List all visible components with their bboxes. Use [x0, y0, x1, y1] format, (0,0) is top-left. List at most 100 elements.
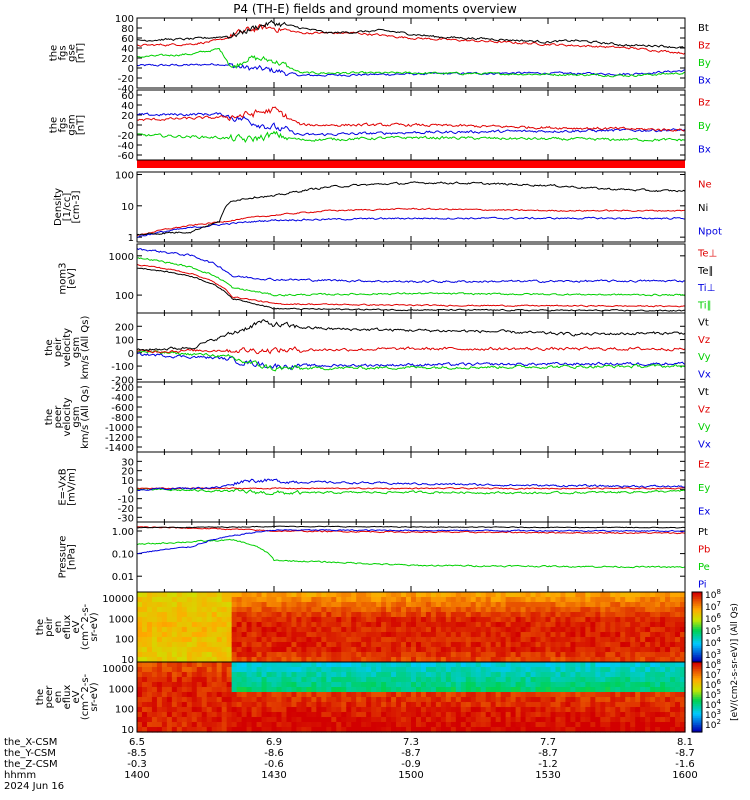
spec-cell [450, 642, 457, 648]
spec-cell [241, 607, 248, 613]
spec-cell [420, 642, 427, 648]
spec-cell [635, 672, 641, 678]
spec-cell [231, 652, 238, 658]
spec-cell [386, 632, 392, 638]
spec-cell [550, 622, 557, 628]
spec-cell [570, 632, 576, 638]
spec-cell [620, 702, 626, 708]
spec-cell [510, 627, 517, 633]
spec-cell [171, 667, 178, 673]
spec-cell [590, 687, 596, 693]
spec-cell [196, 627, 203, 633]
spec-cell [146, 687, 153, 693]
spec-cell [545, 592, 552, 598]
spec-cell [216, 657, 223, 663]
spec-cell [470, 637, 477, 643]
spec-cell [510, 662, 517, 668]
spec-cell [331, 642, 337, 648]
series-by [136, 47, 686, 78]
spec-cell [366, 637, 372, 643]
spec-cell [560, 612, 567, 618]
ylabel-line: sr-eV) [89, 612, 100, 641]
spec-cell [161, 677, 168, 683]
spec-cell [161, 602, 168, 608]
spec-cell [291, 722, 298, 728]
spec-cell [261, 667, 268, 673]
colorbar-cell [692, 616, 702, 619]
spec-cell [226, 692, 233, 698]
spec-cell [191, 637, 198, 643]
spec-cell [161, 682, 168, 688]
colorbar-frame [691, 661, 703, 733]
spec-cell [445, 592, 452, 598]
spec-cell [550, 617, 557, 623]
spec-cell [485, 722, 492, 728]
spec-cell [406, 677, 412, 683]
spec-cell [505, 632, 512, 638]
spec-cell [221, 667, 228, 673]
spec-cell [266, 612, 273, 618]
spec-cell [276, 717, 283, 723]
spec-cell [216, 612, 223, 618]
spec-cell [475, 727, 482, 733]
spec-cell [211, 727, 218, 733]
spec-cell [306, 702, 312, 708]
spec-cell [356, 612, 362, 618]
spec-cell [201, 702, 208, 708]
spec-cell [495, 652, 502, 658]
spec-cell [515, 662, 522, 668]
spec-cell [411, 712, 417, 718]
spec-cell [391, 717, 397, 723]
spec-cell [575, 687, 581, 693]
spec-cell [141, 642, 148, 648]
colorbar-cell [692, 634, 702, 637]
spec-cell [371, 692, 377, 698]
spec-cell [201, 717, 208, 723]
spec-cell [605, 687, 611, 693]
spec-cell [411, 622, 417, 628]
spec-cell [470, 672, 477, 678]
spec-cell [480, 632, 487, 638]
spec-cell [226, 697, 233, 703]
spec-cell [166, 652, 173, 658]
spec-cell [665, 702, 671, 708]
spec-cell [226, 707, 233, 713]
spec-cell [246, 657, 253, 663]
spec-cell [261, 697, 268, 703]
spec-cell [301, 722, 307, 728]
spec-cell [137, 602, 143, 608]
spec-cell [565, 677, 572, 683]
spec-cell [196, 642, 203, 648]
y-tick-label: -1400 [105, 443, 134, 454]
spec-cell [675, 667, 681, 673]
spec-cell [296, 662, 302, 668]
spec-cell [440, 702, 447, 708]
spec-cell [256, 667, 263, 673]
spec-cell [196, 722, 203, 728]
spec-cell [475, 672, 482, 678]
spec-cell [146, 697, 153, 703]
spec-cell [525, 667, 532, 673]
spec-cell [406, 647, 412, 653]
spec-cell [311, 662, 317, 668]
spec-cell [161, 607, 168, 613]
spec-cell [475, 687, 482, 693]
spec-cell [500, 682, 507, 688]
spec-cell [565, 727, 572, 733]
spec-cell [401, 697, 407, 703]
spec-cell [241, 697, 248, 703]
spec-cell [495, 622, 502, 628]
colorbar-cell [692, 653, 702, 656]
spec-cell [236, 592, 243, 598]
spec-cell [146, 667, 153, 673]
spec-cell [231, 637, 238, 643]
spec-cell [620, 652, 626, 658]
spec-cell [231, 672, 238, 678]
legend-Vy: Vy [698, 422, 711, 433]
spec-cell [196, 617, 203, 623]
spec-cell [570, 662, 576, 668]
spec-cell [211, 647, 218, 653]
spec-cell [406, 672, 412, 678]
spec-cell [580, 667, 586, 673]
